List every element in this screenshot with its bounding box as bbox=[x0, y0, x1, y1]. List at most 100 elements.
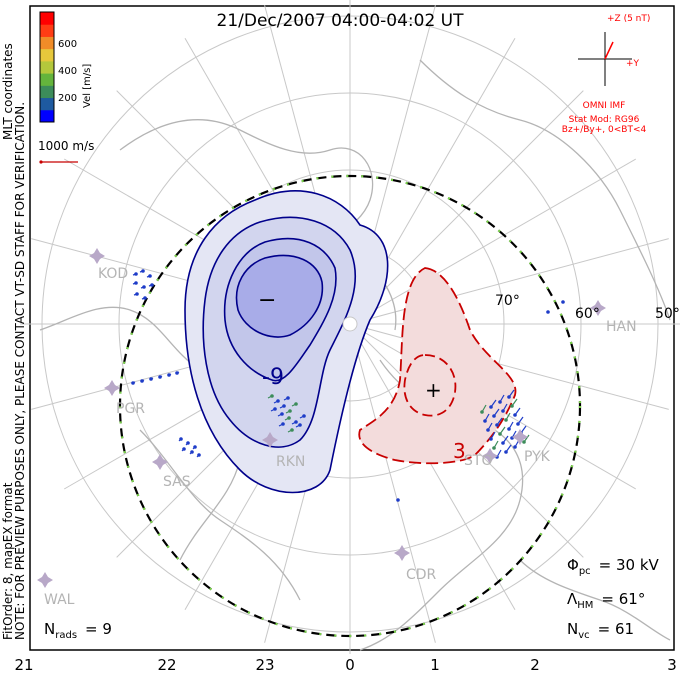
vector-tail bbox=[481, 404, 487, 413]
meridian-line bbox=[349, 323, 436, 643]
fit-order-note: FitOrder: 8, mapEX format bbox=[1, 482, 15, 640]
contour-pos-inner bbox=[403, 354, 457, 417]
imf-source: OMNI IMF bbox=[583, 101, 626, 111]
station-label: STO bbox=[464, 453, 492, 469]
vector-tail bbox=[493, 408, 500, 417]
vector-tail bbox=[295, 424, 301, 428]
station-label: SAS bbox=[163, 474, 191, 490]
potential-minimum-marker: − bbox=[258, 288, 276, 313]
mlt-label-1: 1 bbox=[430, 656, 440, 674]
vector-tail bbox=[484, 413, 490, 422]
vector-tail bbox=[499, 394, 505, 403]
velocity-colorbar: 600 400 200 Vel [m/s] bbox=[39, 11, 93, 123]
colorbar-cell bbox=[40, 60, 54, 74]
vector-tail bbox=[505, 412, 511, 421]
vector-tail bbox=[517, 416, 524, 425]
map-title: 21/Dec/2007 04:00-04:02 UT bbox=[217, 11, 465, 31]
colorbar-tick-600: 600 bbox=[58, 39, 77, 50]
negative-cell bbox=[184, 190, 389, 494]
pole-marker bbox=[342, 316, 358, 332]
lat-label-70: 70° bbox=[495, 293, 520, 309]
vector-tail bbox=[397, 498, 400, 501]
station-marker-icon bbox=[590, 300, 606, 316]
vector-tail bbox=[132, 282, 137, 285]
colorbar-cell bbox=[40, 85, 54, 99]
vector-tail bbox=[181, 448, 185, 452]
vector-tail bbox=[141, 379, 145, 382]
imf-z-label: +Z (5 nT) bbox=[607, 14, 650, 24]
meridian-line bbox=[349, 158, 637, 325]
mlt-label-23: 23 bbox=[255, 656, 274, 674]
colorbar-tick-200: 200 bbox=[58, 93, 77, 104]
vector-tail bbox=[132, 381, 136, 384]
colorbar-cell bbox=[40, 12, 54, 25]
vector-tail bbox=[562, 300, 565, 303]
hm-latitude: ΛHM = 61° bbox=[567, 590, 645, 611]
colorbar-cell bbox=[40, 36, 54, 50]
station-marker-icon bbox=[482, 448, 498, 464]
vector-tail bbox=[514, 407, 521, 416]
vector-tail bbox=[291, 403, 297, 407]
map-statistics: Φpc = 30 kV ΛHM = 61° Nvc = 61 Nrads = 9 bbox=[44, 556, 660, 641]
vector-tail bbox=[140, 286, 145, 289]
vector-tail bbox=[133, 293, 138, 296]
imf-y-label: +Y bbox=[626, 59, 640, 69]
vector-tail bbox=[508, 389, 515, 398]
vector-tail bbox=[141, 297, 146, 300]
station-marker-icon bbox=[394, 545, 410, 561]
coastline-d bbox=[419, 59, 671, 321]
colorbar-tick-400: 400 bbox=[58, 66, 77, 77]
coordinate-system-label: MLT coordinates bbox=[1, 43, 15, 140]
vector-tail bbox=[277, 413, 283, 417]
contour-pos-outer bbox=[358, 267, 517, 465]
station-label: KOD bbox=[98, 266, 128, 282]
vector-tail bbox=[278, 423, 284, 427]
vector-tail bbox=[511, 398, 518, 407]
radar-stations: KOD PGR SAS RKN CDR WAL HAN PYK STO bbox=[37, 248, 637, 608]
station-label: WAL bbox=[44, 592, 75, 608]
positive-cell bbox=[358, 267, 517, 465]
scale-vector: 1000 m/s bbox=[38, 139, 94, 164]
vector-tail bbox=[291, 421, 297, 425]
vector-tail bbox=[299, 415, 305, 419]
colorbar-cell bbox=[40, 97, 54, 111]
station-marker-icon bbox=[262, 432, 278, 448]
vector-tail bbox=[490, 431, 496, 440]
vector-tail bbox=[490, 399, 497, 408]
vector-tail bbox=[168, 373, 172, 376]
vector-tail bbox=[284, 417, 290, 421]
colorbar-cell bbox=[40, 24, 54, 37]
imf-vector bbox=[604, 41, 614, 60]
colorbar-cells bbox=[40, 12, 54, 123]
colorbar-cell bbox=[40, 109, 54, 123]
colorbar-cell bbox=[40, 73, 54, 86]
meridian-line bbox=[349, 238, 669, 325]
vector-tail bbox=[270, 408, 276, 412]
mlt-label-21: 21 bbox=[14, 656, 33, 674]
colorbar-label: Vel [m/s] bbox=[82, 64, 93, 108]
station-marker-icon bbox=[89, 248, 105, 264]
vector-tail bbox=[499, 426, 506, 435]
scale-vector-label: 1000 m/s bbox=[38, 139, 94, 153]
mlt-axis: 21 22 23 0 1 2 3 bbox=[14, 656, 676, 674]
vector-tail bbox=[148, 284, 153, 287]
mlt-label-2: 2 bbox=[530, 656, 540, 674]
coastline-e bbox=[139, 429, 301, 601]
vector-tail bbox=[267, 395, 273, 399]
vector-tail bbox=[146, 275, 151, 278]
imf-model: Stat Mod: RG96 bbox=[569, 115, 640, 125]
station-label: PGR bbox=[116, 401, 145, 417]
vector-tail bbox=[505, 444, 512, 453]
station-label: PYK bbox=[524, 449, 551, 465]
vector-tail bbox=[139, 270, 144, 273]
vector-tail bbox=[493, 440, 499, 449]
vector-tail bbox=[189, 451, 193, 455]
cross-polar-potential: Φpc = 30 kV bbox=[567, 556, 660, 577]
preview-note: NOTE: FOR PREVIEW PURPOSES ONLY, PLEASE … bbox=[13, 102, 27, 640]
mlt-label-22: 22 bbox=[157, 656, 176, 674]
colorbar-frame bbox=[39, 11, 55, 123]
vector-tail bbox=[196, 454, 200, 458]
vector-tail bbox=[185, 442, 189, 446]
vector-tail bbox=[520, 425, 527, 434]
